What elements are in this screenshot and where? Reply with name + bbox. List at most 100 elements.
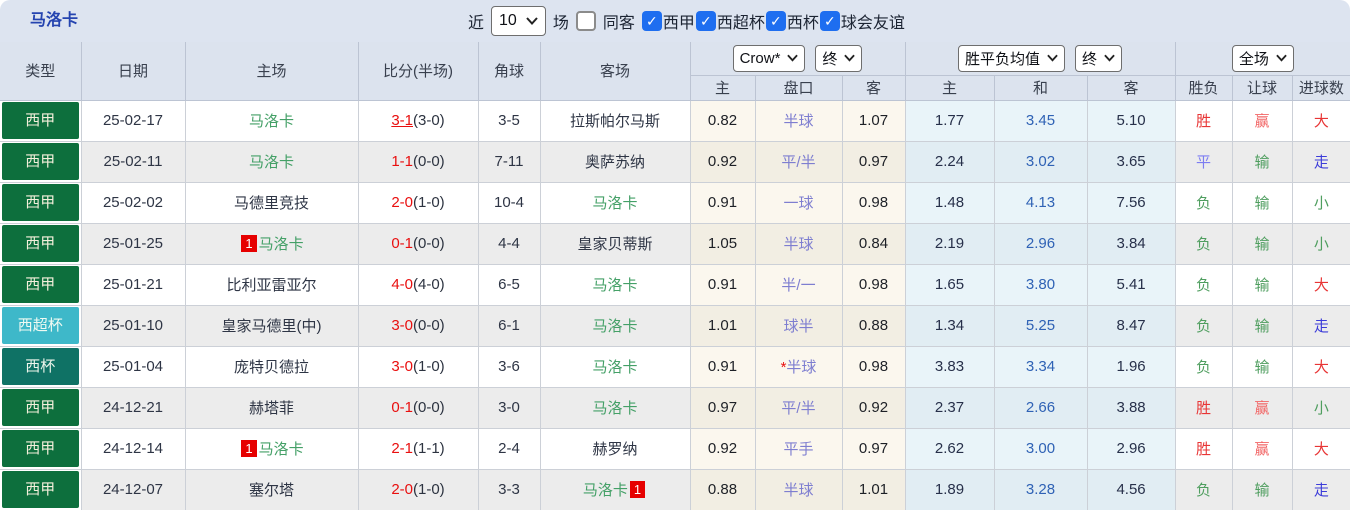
away-team-cell[interactable]: 马洛卡 1: [539, 468, 691, 510]
away-team-cell[interactable]: 马洛卡: [539, 181, 691, 224]
winloss-result-cell: 负: [1174, 222, 1233, 265]
corner-cell: 4-4: [477, 222, 541, 265]
home-team-cell[interactable]: 比利亚雷亚尔: [184, 263, 359, 306]
sub-header-winloss: 胜负: [1174, 74, 1233, 101]
full-time-score[interactable]: 3-0: [391, 317, 413, 334]
score-cell[interactable]: 2-0(1-0): [357, 468, 479, 510]
filter-checkbox[interactable]: ✓: [695, 11, 716, 31]
avg-home-cell: 1.77: [904, 99, 995, 142]
avg-draw-cell: 3.80: [993, 263, 1088, 306]
chevron-down-icon: [787, 54, 799, 62]
home-team-cell[interactable]: 1 马洛卡: [184, 222, 359, 265]
filter-label: 球会友谊: [840, 15, 905, 32]
filter-checkbox[interactable]: ✓: [765, 11, 786, 31]
corner-cell: 6-1: [477, 304, 541, 347]
handicap-cell: 一球: [754, 181, 843, 224]
away-team-cell[interactable]: 马洛卡: [539, 386, 691, 429]
odds-home-cell: 1.01: [689, 304, 756, 347]
handicap-star: *: [780, 359, 787, 376]
corner-cell: 3-6: [477, 345, 541, 388]
full-time-score[interactable]: 3-0: [391, 358, 413, 375]
score-cell[interactable]: 0-1(0-0): [357, 222, 479, 265]
league-type-cell: 西甲: [0, 99, 82, 142]
score-cell[interactable]: 3-0(1-0): [357, 345, 479, 388]
score-cell[interactable]: 2-1(1-1): [357, 427, 479, 470]
winloss-result-cell: 胜: [1174, 427, 1233, 470]
col-header-score: 比分(半场): [357, 42, 479, 101]
matches-label: 场: [552, 15, 569, 32]
away-team-cell[interactable]: 马洛卡: [539, 345, 691, 388]
score-cell[interactable]: 1-1(0-0): [357, 140, 479, 183]
home-team-cell[interactable]: 马洛卡: [184, 99, 359, 142]
full-time-score[interactable]: 4-0: [391, 276, 413, 293]
chevron-down-icon: [844, 54, 856, 62]
team-name: 奥萨苏纳: [584, 154, 645, 171]
full-time-score[interactable]: 0-1: [391, 399, 413, 416]
sub-header-goals: 进球数: [1291, 74, 1350, 101]
team-name: 马洛卡: [582, 482, 628, 499]
home-team-cell[interactable]: 1 马洛卡: [184, 427, 359, 470]
odds-state-select[interactable]: 终: [815, 44, 863, 72]
match-date-cell: 25-01-10: [80, 304, 186, 347]
sub-header-odds-away: 客: [841, 74, 906, 101]
home-team-cell[interactable]: 马德里竞技: [184, 181, 359, 224]
match-date-cell: 25-02-17: [80, 99, 186, 142]
avg-type-select[interactable]: 胜平负均值: [958, 44, 1066, 72]
team-name: 马德里竞技: [233, 195, 309, 212]
half-time-score: (3-0): [413, 112, 445, 129]
away-team-cell[interactable]: 皇家贝蒂斯: [539, 222, 691, 265]
goals-result-cell: 大: [1291, 263, 1350, 306]
home-team-cell[interactable]: 庞特贝德拉: [184, 345, 359, 388]
corner-cell: 3-3: [477, 468, 541, 510]
full-time-score[interactable]: 0-1: [391, 235, 413, 252]
away-team-cell[interactable]: 马洛卡: [539, 263, 691, 306]
col-header-corner: 角球: [477, 42, 541, 101]
same-away-checkbox[interactable]: [575, 11, 596, 31]
full-time-score[interactable]: 2-1: [391, 440, 413, 457]
team-name: 马洛卡: [248, 154, 294, 171]
match-count-select[interactable]: 10: [491, 6, 546, 36]
col-header-type: 类型: [0, 42, 82, 101]
away-team-cell[interactable]: 赫罗纳: [539, 427, 691, 470]
sub-header-avg-draw: 和: [993, 74, 1088, 101]
team-name: 马洛卡: [248, 113, 294, 130]
avg-away-cell: 5.10: [1086, 99, 1176, 142]
league-badge: 西甲: [2, 184, 79, 221]
odds-home-cell: 0.91: [689, 345, 756, 388]
home-team-cell[interactable]: 赫塔菲: [184, 386, 359, 429]
half-time-score: (0-0): [413, 153, 445, 170]
goals-result-cell: 大: [1291, 427, 1350, 470]
odds-away-cell: 0.97: [841, 140, 906, 183]
filter-checkbox[interactable]: ✓: [641, 11, 662, 31]
scope-select[interactable]: 全场: [1231, 44, 1294, 72]
score-cell[interactable]: 0-1(0-0): [357, 386, 479, 429]
away-team-cell[interactable]: 拉斯帕尔马斯: [539, 99, 691, 142]
filter-label: 西杯: [786, 15, 819, 32]
home-team-cell[interactable]: 皇家马德里(中): [184, 304, 359, 347]
away-team-cell[interactable]: 奥萨苏纳: [539, 140, 691, 183]
filter-controls: 近 10 场 同客 ✓ 西甲 ✓ 西超杯 ✓ 西杯 ✓ 球会友谊: [468, 0, 905, 42]
home-team-cell[interactable]: 塞尔塔: [184, 468, 359, 510]
odds-away-cell: 0.98: [841, 263, 906, 306]
score-cell[interactable]: 3-1(3-0): [357, 99, 479, 142]
odds-away-cell: 1.01: [841, 468, 906, 510]
score-cell[interactable]: 3-0(0-0): [357, 304, 479, 347]
half-time-score: (1-1): [413, 440, 445, 457]
avg-home-cell: 2.24: [904, 140, 995, 183]
winloss-result-cell: 胜: [1174, 99, 1233, 142]
score-cell[interactable]: 4-0(4-0): [357, 263, 479, 306]
league-filters: ✓ 西甲 ✓ 西超杯 ✓ 西杯 ✓ 球会友谊: [641, 9, 905, 33]
match-row: 西甲 25-02-17 马洛卡 3-1(3-0) 3-5 拉斯帕尔马斯 0.82 半球 1.07…: [0, 99, 1350, 142]
odds-source-select[interactable]: Crow*: [732, 44, 806, 72]
full-time-score[interactable]: 3-1: [391, 112, 413, 129]
odds-away-cell: 0.84: [841, 222, 906, 265]
home-team-cell[interactable]: 马洛卡: [184, 140, 359, 183]
full-time-score[interactable]: 2-0: [391, 481, 413, 498]
away-team-cell[interactable]: 马洛卡: [539, 304, 691, 347]
odds-away-cell: 1.07: [841, 99, 906, 142]
full-time-score[interactable]: 1-1: [391, 153, 413, 170]
full-time-score[interactable]: 2-0: [391, 194, 413, 211]
avg-state-select[interactable]: 终: [1075, 44, 1123, 72]
filter-checkbox[interactable]: ✓: [819, 11, 840, 31]
score-cell[interactable]: 2-0(1-0): [357, 181, 479, 224]
